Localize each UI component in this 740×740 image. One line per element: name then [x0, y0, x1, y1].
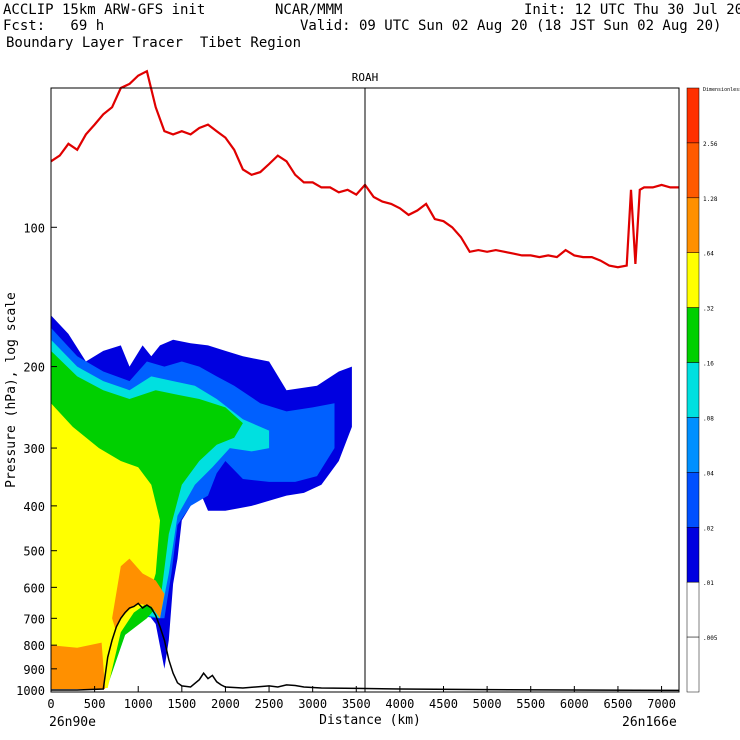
y-tick-label: 400: [23, 500, 45, 514]
left-endpoint-label: 26n90e: [49, 715, 96, 730]
y-tick-label: 800: [23, 639, 45, 653]
colorbar-label: 1.28: [703, 196, 718, 203]
colorbar-label: .64: [703, 251, 714, 258]
colorbar-label: 2.56: [703, 141, 718, 148]
x-tick-label: 0: [47, 697, 54, 711]
tropopause-line: [50, 69, 679, 269]
y-tick-label: 1000: [16, 684, 45, 698]
x-tick-label: 5500: [516, 697, 545, 711]
y-tick-label: 900: [23, 663, 45, 677]
x-tick-label: 3500: [342, 697, 371, 711]
terrain-line: [51, 602, 680, 692]
y-tick-label: 300: [23, 442, 45, 456]
tracer-region-4: [51, 403, 160, 688]
x-tick-label: 500: [84, 697, 106, 711]
x-tick-label: 6500: [603, 697, 632, 711]
right-endpoint-label: 26n166e: [622, 715, 677, 730]
plot-frame: [50, 87, 680, 693]
y-tick-label: 200: [23, 361, 45, 375]
x-tick-label: 5000: [473, 697, 502, 711]
y-tick-label: 700: [23, 612, 45, 626]
colorbar-label: .02: [703, 525, 714, 532]
colorbar-label: .08: [703, 415, 714, 422]
header-line1-right: Init: 12 UTC Thu 30 Jul 20: [524, 2, 740, 18]
header-line2-right: Valid: 09 UTC Sun 02 Aug 20 (18 JST Sun …: [300, 18, 722, 34]
colorbar-label: .005: [703, 635, 718, 642]
y-axis-label: Pressure (hPa), log scale: [4, 292, 19, 488]
header-line1-left: ACCLIP 15km ARW-GFS init: [3, 2, 206, 18]
colorbar-swatch: [686, 472, 700, 528]
colorbar-swatch: [686, 362, 700, 418]
y-tick-label: 100: [23, 221, 45, 235]
colorbar-swatch: [686, 417, 700, 473]
header-line3-left: Boundary Layer Tracer Tibet Region: [6, 35, 302, 51]
x-tick-label: 2000: [211, 697, 240, 711]
colorbar-label: .16: [703, 361, 714, 368]
x-tick-label: 4500: [429, 697, 458, 711]
colorbar-swatch: [686, 307, 700, 363]
y-axis: 100 200 300 400 500 600 700 800 900 1000: [16, 221, 57, 698]
y-tick-label: 600: [23, 581, 45, 595]
tracer-region-5: [51, 642, 106, 689]
x-tick-label: 1500: [167, 697, 196, 711]
header-line2-left: Fcst: 69 h: [3, 18, 105, 34]
colorbar-label: .04: [703, 470, 714, 477]
colorbar-swatch: [686, 197, 700, 253]
tracer-fill-layer: [51, 315, 352, 689]
colorbar-swatch: [686, 252, 700, 308]
x-tick-label: 6000: [560, 697, 589, 711]
line-layer: [50, 69, 680, 692]
colorbar-swatch: [686, 636, 700, 693]
colorbar: Dimensionless 2.56 1.28 .64 .32 .16 .08 .04 .02.…: [686, 87, 740, 693]
x-tick-label: 1000: [124, 697, 153, 711]
x-tick-label: 3000: [298, 697, 327, 711]
y-tick-label: 500: [23, 545, 45, 559]
x-axis: 0 500 1000 1500 2000 2500 3000 3500 4000 4500 5000…: [47, 686, 676, 711]
colorbar-swatch: [686, 581, 700, 638]
chart-title: ROAH: [352, 71, 379, 84]
colorbar-label: .32: [703, 306, 714, 313]
colorbar-label: Dimensionless: [703, 87, 740, 93]
colorbar-label: .01: [703, 580, 714, 587]
x-axis-label: Distance (km): [319, 713, 421, 728]
x-tick-label: 2500: [255, 697, 284, 711]
x-tick-label: 7000: [647, 697, 676, 711]
header-line1-center: NCAR/MMM: [275, 2, 343, 18]
x-tick-label: 4000: [385, 697, 414, 711]
colorbar-swatch: [686, 87, 700, 144]
colorbar-swatch: [686, 142, 700, 199]
colorbar-swatch: [686, 527, 700, 583]
